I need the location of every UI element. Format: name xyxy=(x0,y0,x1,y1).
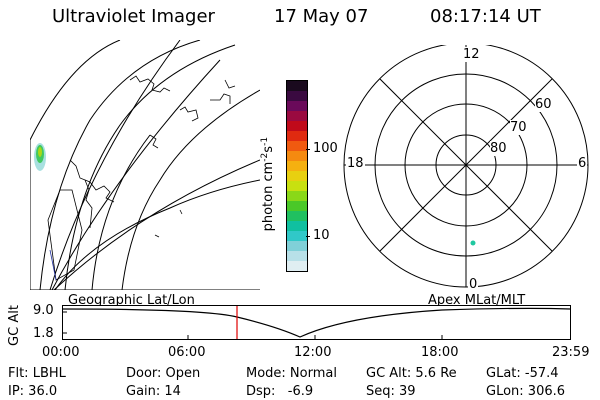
aurora-emission xyxy=(34,143,46,171)
colorbar-stripe xyxy=(287,201,307,211)
altitude-timeline xyxy=(62,305,571,340)
mlt-label-6: 6 xyxy=(577,156,588,171)
colorbar-stripe xyxy=(287,181,307,191)
status-seq: Seq: 39 xyxy=(366,384,416,399)
mlt-label-0: 0 xyxy=(468,277,479,292)
xtick-2359: 23:59 xyxy=(552,345,590,360)
lat-label-70: 70 xyxy=(510,120,527,135)
colorbar-stripe xyxy=(287,131,307,141)
status-gain: Gain: 14 xyxy=(126,384,181,399)
colorbar-stripe xyxy=(287,221,307,231)
colorbar-stripe xyxy=(287,171,307,181)
status-gc-alt: GC Alt: 5.6 Re xyxy=(366,366,457,381)
lat-label-60: 60 xyxy=(535,97,552,112)
colorbar-stripe xyxy=(287,101,307,111)
colorbar-stripe xyxy=(287,211,307,221)
colorbar-stripe xyxy=(287,111,307,121)
colorbar-stripe xyxy=(287,81,307,91)
status-glat: GLat: -57.4 xyxy=(486,366,559,381)
status-mode: Mode: Normal xyxy=(246,366,337,381)
lat-label-80: 80 xyxy=(490,141,507,156)
status-flt: Flt: LBHL xyxy=(8,366,66,381)
xtick-0000: 00:00 xyxy=(42,345,80,360)
color-bar xyxy=(286,80,308,272)
geographic-title: Geographic Lat/Lon xyxy=(68,293,195,308)
colorbar-stripe xyxy=(287,121,307,131)
geographic-map xyxy=(30,40,260,290)
colorbar-stripe xyxy=(287,91,307,101)
mlt-label-12: 12 xyxy=(462,47,481,62)
xtick-1200: 12:00 xyxy=(294,345,332,360)
mlt-label-18: 18 xyxy=(346,156,365,171)
xtick-0600: 06:00 xyxy=(168,345,206,360)
altitude-curve xyxy=(62,307,571,338)
colorbar-stripe xyxy=(287,261,307,271)
polar-emission-point xyxy=(470,240,476,246)
colorbar-tick-100: 100 xyxy=(313,141,338,156)
ytick-1-8: 1.8 xyxy=(33,326,54,341)
status-ip: IP: 36.0 xyxy=(8,384,58,399)
xtick-1800: 18:00 xyxy=(421,345,459,360)
instrument-title: Ultraviolet Imager xyxy=(52,6,215,27)
status-dsp: Dsp: -6.9 xyxy=(246,384,314,399)
colorbar-stripe xyxy=(287,151,307,161)
polar-plot xyxy=(343,45,589,288)
colorbar-stripe xyxy=(287,251,307,261)
date-label: 17 May 07 xyxy=(274,6,369,27)
status-door: Door: Open xyxy=(126,366,201,381)
time-label: 08:17:14 UT xyxy=(430,6,541,27)
colorbar-stripe xyxy=(287,161,307,171)
ytick-9: 9.0 xyxy=(33,303,54,318)
timeline-ylabel: GC Alt xyxy=(6,305,22,346)
apex-title: Apex MLat/MLT xyxy=(428,293,526,308)
colorbar-stripe xyxy=(287,241,307,251)
colorbar-stripe xyxy=(287,141,307,151)
colorbar-tick-10: 10 xyxy=(313,228,330,243)
colorbar-stripe xyxy=(287,191,307,201)
colorbar-label: photon cm-2s-1 xyxy=(259,136,277,232)
status-glon: GLon: 306.6 xyxy=(486,384,566,399)
colorbar-stripe xyxy=(287,231,307,241)
